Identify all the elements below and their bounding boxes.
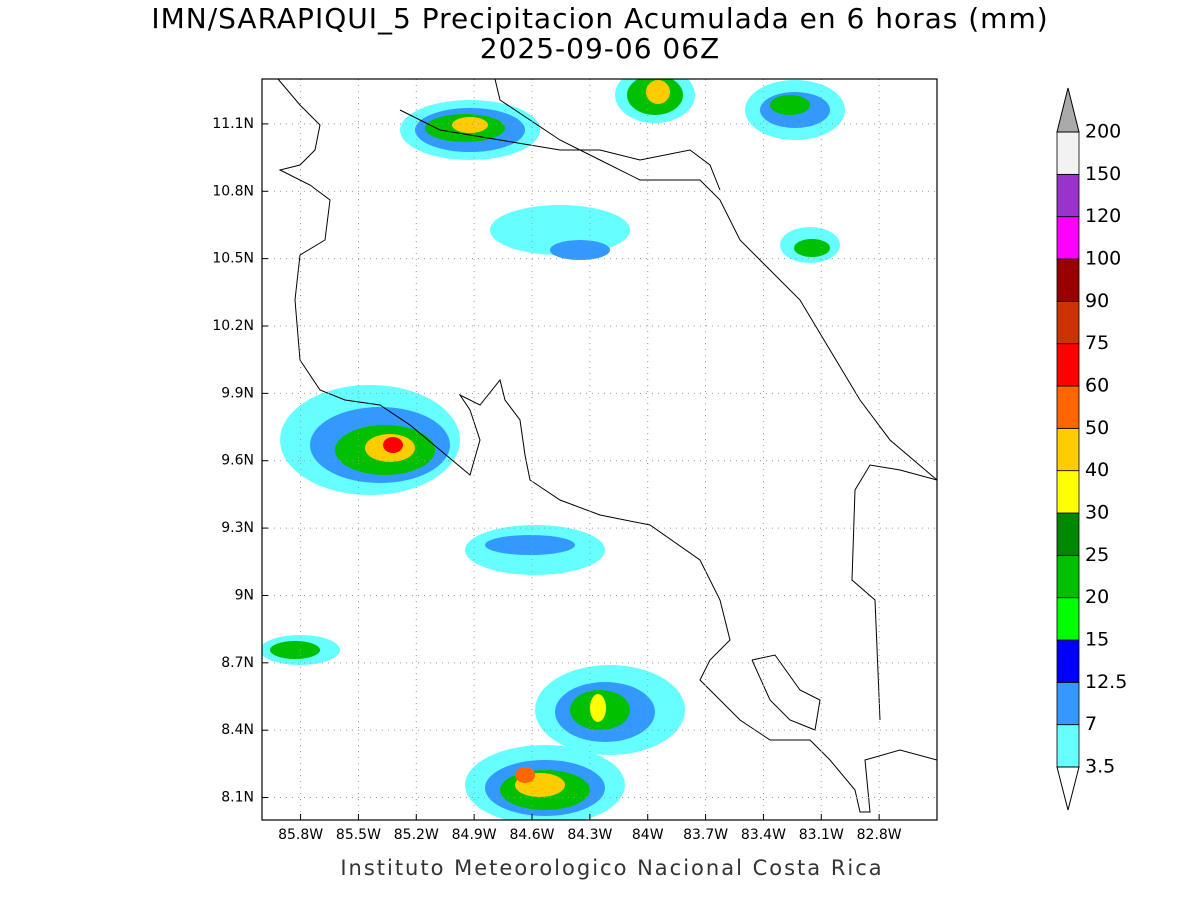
- colorbar-label: 30: [1085, 502, 1109, 524]
- x-tick-label: 82.8W: [857, 827, 902, 843]
- x-tick-label: 85.2W: [394, 827, 439, 843]
- y-tick-label: 10.5N: [212, 251, 254, 267]
- colorbar-segment: [1056, 639, 1080, 683]
- colorbar-segment: [1056, 681, 1080, 726]
- subtitle: 2025-09-06 06Z: [480, 32, 720, 65]
- colorbar-segment: [1056, 173, 1080, 218]
- colorbar-label: 120: [1085, 205, 1121, 227]
- peninsula: [751, 654, 821, 731]
- colorbar-segment: [1056, 470, 1080, 514]
- colorbar-label: 20: [1085, 586, 1109, 608]
- colorbar-label: 150: [1085, 163, 1121, 185]
- colorbar-label: 75: [1085, 332, 1109, 354]
- y-tick-label: 8.7N: [221, 655, 254, 671]
- border-south: [851, 464, 937, 721]
- x-tick-label: 85.8W: [278, 827, 323, 843]
- y-tick-label: 8.4N: [221, 722, 254, 738]
- colorbar-segment: [1056, 131, 1080, 175]
- x-tick-label: 83.1W: [799, 827, 844, 843]
- x-tick-label: 84.9W: [452, 827, 497, 843]
- footer: Instituto Meteorologico Nacional Costa R…: [340, 856, 883, 880]
- colorbar-segment: [1056, 554, 1080, 599]
- coastline-caribbean: [494, 79, 937, 481]
- map-frame: [261, 78, 938, 821]
- colorbar-segment: [1056, 300, 1080, 345]
- colorbar-segment: [1056, 597, 1080, 641]
- x-tick-label: 84.6W: [509, 827, 554, 843]
- y-tick-label: 11.1N: [212, 116, 254, 132]
- colorbar-label: 12.5: [1085, 671, 1127, 693]
- y-tick-label: 10.8N: [212, 183, 254, 199]
- colorbar-segment: [1056, 258, 1080, 302]
- y-tick-label: 8.1N: [221, 790, 254, 806]
- colorbar-label: 40: [1085, 459, 1109, 481]
- title: IMN/SARAPIQUI_5 Precipitacion Acumulada …: [151, 2, 1048, 35]
- colorbar-over: [1056, 87, 1080, 133]
- colorbar-label: 60: [1085, 375, 1109, 397]
- x-tick-label: 84.3W: [567, 827, 612, 843]
- colorbar-segment: [1056, 427, 1080, 472]
- colorbar-label: 7: [1085, 713, 1097, 735]
- x-tick-label: 84W: [632, 827, 664, 843]
- colorbar-label: 200: [1085, 121, 1121, 143]
- border: [399, 109, 721, 191]
- x-tick-label: 83.7W: [683, 827, 728, 843]
- y-tick-label: 9.9N: [221, 385, 254, 401]
- y-tick-label: 10.2N: [212, 318, 254, 334]
- colorbar-segment: [1056, 343, 1080, 387]
- x-tick-label: 83.4W: [741, 827, 786, 843]
- colorbar-segment: [1056, 216, 1080, 260]
- precipitation-field: [262, 79, 937, 820]
- colorbar-label: 90: [1085, 290, 1109, 312]
- colorbar-under: [1056, 766, 1080, 811]
- coastline: [277, 79, 937, 813]
- colorbar: 3.5 7 12.5 15 20 25 30 40 50 60 75 90 100 120 150 200: [1056, 87, 1127, 811]
- rain-cells: [262, 79, 845, 820]
- grid: 85.8W 85.5W 85.2W 84.9W 84.6W 84.3W 84W 83.7W 83…: [212, 79, 937, 843]
- colorbar-label: 25: [1085, 544, 1109, 566]
- y-tick-label: 9.3N: [221, 520, 254, 536]
- x-tick-label: 85.5W: [336, 827, 381, 843]
- colorbar-label: 15: [1085, 629, 1109, 651]
- y-tick-label: 9.6N: [221, 453, 254, 469]
- colorbar-segment: [1056, 512, 1080, 556]
- colorbar-label: 100: [1085, 248, 1121, 270]
- colorbar-label: 3.5: [1085, 756, 1115, 778]
- colorbar-label: 50: [1085, 417, 1109, 439]
- colorbar-segment: [1056, 724, 1080, 768]
- y-tick-label: 9N: [235, 587, 254, 603]
- colorbar-segment: [1056, 385, 1080, 429]
